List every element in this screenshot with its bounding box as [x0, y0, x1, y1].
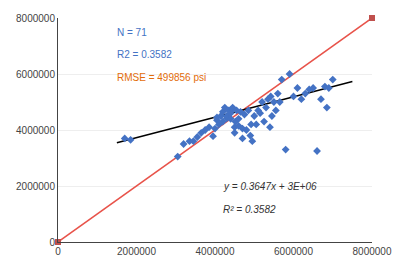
svg-text:y = 0.3647x + 3E+06: y = 0.3647x + 3E+06: [223, 181, 317, 192]
svg-text:R² = 0.3582: R² = 0.3582: [223, 204, 276, 215]
svg-text:0: 0: [55, 246, 61, 257]
svg-text:R2 = 0.3582: R2 = 0.3582: [117, 49, 172, 60]
svg-text:N = 71: N = 71: [117, 27, 147, 38]
svg-text:0: 0: [49, 237, 55, 248]
svg-text:2000000: 2000000: [16, 181, 55, 192]
svg-text:8000000: 8000000: [353, 246, 392, 257]
svg-text:6000000: 6000000: [274, 246, 313, 257]
svg-text:4000000: 4000000: [16, 125, 55, 136]
svg-text:8000000: 8000000: [16, 13, 55, 24]
svg-text:RMSE = 499856 psi: RMSE = 499856 psi: [117, 72, 206, 83]
svg-text:4000000: 4000000: [196, 246, 235, 257]
svg-text:2000000: 2000000: [117, 246, 156, 257]
svg-text:6000000: 6000000: [16, 69, 55, 80]
